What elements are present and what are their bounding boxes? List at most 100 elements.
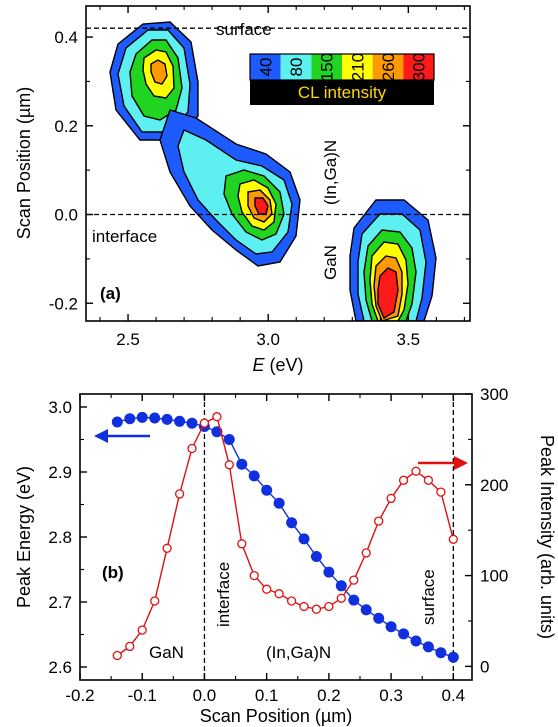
colorbar-level-label: 40: [256, 58, 275, 77]
y-tick-label: 0.0: [54, 206, 78, 225]
peak-intensity-point: [423, 475, 434, 485]
colorbar-title: CL intensity: [298, 83, 387, 102]
gan-region-label: GaN: [321, 245, 340, 280]
panel-b: interface surface GaN (In,Ga)N (b) -0.2-…: [14, 385, 557, 726]
colorbar-swatch: [403, 54, 434, 80]
peak-intensity-point: [162, 543, 172, 553]
peak-energy-point: [310, 551, 322, 562]
peak-energy-point: [348, 594, 360, 606]
peak-energy-point: [223, 434, 235, 445]
ingan-annotation: (In,Ga)N: [266, 643, 331, 662]
peak-energy-line: [117, 416, 454, 658]
colorbar-level-label: 80: [287, 58, 306, 77]
peak-intensity-point: [224, 460, 234, 470]
colorbar: CL intensity 40 80 150 210 260 300: [249, 53, 435, 105]
colorbar-frame: [249, 53, 435, 81]
colorbar-swatch: [250, 54, 281, 80]
cl-contour-map: [109, 21, 437, 321]
colorbar-swatch: [311, 54, 342, 80]
interface-label: interface: [92, 227, 157, 246]
x-tick-label: 2.5: [116, 330, 140, 349]
peak-energy-point: [410, 635, 422, 647]
peak-energy-point: [435, 647, 447, 659]
left-tick-label: 2.8: [48, 528, 72, 547]
peak-energy-point: [286, 517, 298, 529]
panel-a-y-axis-label: Scan Position (µm): [14, 87, 34, 239]
peak-intensity-point: [286, 596, 297, 606]
peak-energy-point: [335, 580, 347, 592]
peak-intensity-point: [398, 475, 409, 485]
peak-intensity-point: [212, 412, 222, 422]
left-tick-label: 2.7: [48, 593, 72, 612]
peak-energy-point: [186, 417, 198, 429]
peak-intensity-point: [125, 641, 135, 652]
surface-annotation: surface: [419, 569, 438, 625]
gan-annotation: GaN: [149, 643, 184, 662]
peak-intensity-point: [150, 596, 160, 606]
colorbar-swatch: [280, 54, 312, 80]
peak-intensity-point: [262, 584, 272, 594]
x-tick-label: -0.2: [65, 686, 94, 705]
x-tick-label: 0.0: [193, 686, 217, 705]
interface-annotation: interface: [214, 562, 233, 627]
right-tick-label: 100: [480, 567, 508, 586]
peak-intensity-point: [336, 593, 346, 603]
right-tick-label: 0: [480, 657, 489, 676]
peak-intensity-point: [137, 625, 147, 635]
peak-intensity-point: [299, 601, 309, 612]
peak-intensity-line: [116, 415, 454, 657]
peak-intensity-point: [274, 589, 284, 599]
peak-energy-point: [174, 415, 186, 427]
peak-intensity-point: [324, 601, 334, 612]
x-tick-label: 0.1: [255, 686, 279, 705]
left-tick-label: 3.0: [48, 398, 72, 417]
x-tick-label: -0.1: [128, 686, 157, 705]
colorbar-level-label: 260: [379, 53, 398, 81]
peak-energy-point: [136, 411, 148, 423]
peak-energy-point: [373, 612, 385, 624]
ingan-lower-peak-contours: [159, 109, 301, 267]
contour-level-260: [150, 59, 168, 85]
right-tick-label: 300: [480, 385, 508, 404]
peak-intensity-point: [187, 443, 197, 454]
peak-intensity-point: [174, 489, 185, 499]
ingan-region-label: (In,Ga)N: [321, 140, 340, 205]
peak-intensity-point: [199, 418, 210, 428]
left-axis-arrow: [94, 429, 150, 443]
right-axis-arrow: [418, 456, 468, 470]
peak-energy-point: [323, 566, 335, 578]
y-tick-label: 0.4: [54, 28, 78, 47]
peak-energy-point: [261, 484, 273, 496]
peak-energy-point: [398, 628, 410, 640]
peak-intensity-point: [374, 516, 384, 526]
ingan-upper-peak-contours: [109, 21, 199, 141]
peak-energy-point: [149, 412, 161, 424]
panel-b-x-axis-label: Scan Position (µm): [200, 706, 352, 726]
panel-b-series: [111, 411, 459, 663]
colorbar-swatch: [342, 54, 373, 80]
colorbar-level-label: 300: [410, 53, 429, 81]
peak-intensity-point: [112, 650, 122, 661]
contour-level-300: [377, 267, 399, 320]
peak-intensity-point: [237, 539, 247, 549]
peak-intensity-point: [448, 534, 458, 544]
peak-energy-point: [385, 621, 397, 633]
panel-b-right-ticks: 0 100 200 300: [465, 385, 508, 676]
peak-energy-point: [236, 458, 248, 470]
peak-intensity-point: [249, 570, 259, 581]
surface-label: surface: [216, 20, 272, 39]
peak-intensity-point: [386, 493, 396, 504]
left-tick-label: 2.9: [48, 463, 72, 482]
peak-energy-point: [111, 416, 123, 428]
left-tick-label: 2.6: [48, 658, 72, 677]
peak-intensity-point: [311, 604, 322, 614]
colorbar-level-label: 210: [348, 53, 367, 81]
peak-energy-point: [248, 470, 260, 482]
panel-b-left-axis-label: Peak Energy (eV): [14, 466, 34, 608]
colorbar-title-box: [250, 79, 434, 105]
x-tick-label: 0.3: [379, 686, 403, 705]
panel-a-frame: [85, 5, 471, 322]
y-tick-label: -0.2: [49, 294, 78, 313]
panel-b-left-ticks: 2.6 2.7 2.8 2.9 3.0: [48, 398, 87, 677]
